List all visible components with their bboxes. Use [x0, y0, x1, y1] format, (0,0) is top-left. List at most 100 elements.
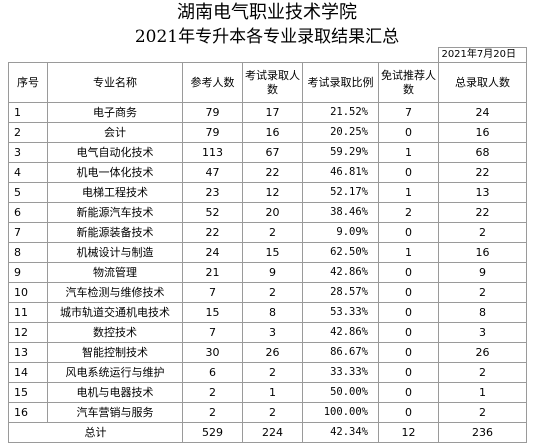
table-row: 9 物流管理 21 9 42.86% 0 9 [8, 262, 527, 283]
admission-table: 2021年7月20日 序号 专业名称 参考人数 考试录取人数 考试录取比例 免试… [8, 47, 527, 443]
row-applicants: 6 [182, 362, 243, 383]
header-total: 总录取人数 [438, 62, 527, 103]
row-exam-ratio: 42.86% [302, 322, 379, 343]
row-total: 2 [438, 402, 527, 423]
row-exam-admitted: 2 [242, 362, 303, 383]
table-row: 5 电梯工程技术 23 12 52.17% 1 13 [8, 182, 527, 203]
header-exempt: 免试推荐人数 [378, 62, 439, 103]
row-total: 22 [438, 202, 527, 223]
row-index: 8 [8, 242, 48, 263]
row-applicants: 79 [182, 102, 243, 123]
total-total: 236 [438, 422, 527, 443]
row-major: 汽车营销与服务 [47, 402, 183, 423]
total-label: 总计 [8, 422, 183, 443]
row-exam-admitted: 8 [242, 302, 303, 323]
row-total: 1 [438, 382, 527, 403]
row-total: 24 [438, 102, 527, 123]
row-total: 16 [438, 122, 527, 143]
row-exam-admitted: 17 [242, 102, 303, 123]
row-exam-admitted: 67 [242, 142, 303, 163]
row-applicants: 30 [182, 342, 243, 363]
row-index: 4 [8, 162, 48, 183]
row-exam-ratio: 100.00% [302, 402, 379, 423]
row-major: 机电一体化技术 [47, 162, 183, 183]
row-exam-ratio: 59.29% [302, 142, 379, 163]
row-exempt: 1 [378, 242, 439, 263]
row-exempt: 7 [378, 102, 439, 123]
row-exempt: 0 [378, 162, 439, 183]
date-row: 2021年7月20日 [8, 47, 527, 63]
table-row: 2 会计 79 16 20.25% 0 16 [8, 122, 527, 143]
table-row: 7 新能源装备技术 22 2 9.09% 0 2 [8, 222, 527, 243]
row-applicants: 7 [182, 282, 243, 303]
row-exam-admitted: 3 [242, 322, 303, 343]
row-exempt: 1 [378, 182, 439, 203]
table-row: 6 新能源汽车技术 52 20 38.46% 2 22 [8, 202, 527, 223]
row-exam-ratio: 20.25% [302, 122, 379, 143]
row-major: 数控技术 [47, 322, 183, 343]
row-applicants: 23 [182, 182, 243, 203]
row-exam-ratio: 52.17% [302, 182, 379, 203]
row-exam-ratio: 33.33% [302, 362, 379, 383]
row-major: 汽车检测与维修技术 [47, 282, 183, 303]
document-title: 湖南电气职业技术学院 [177, 2, 357, 23]
table-row: 13 智能控制技术 30 26 86.67% 0 26 [8, 342, 527, 363]
row-index: 16 [8, 402, 48, 423]
row-index: 2 [8, 122, 48, 143]
row-index: 12 [8, 322, 48, 343]
blank-cell [8, 47, 439, 63]
row-major: 电子商务 [47, 102, 183, 123]
report-date: 2021年7月20日 [438, 47, 527, 63]
row-major: 机械设计与制造 [47, 242, 183, 263]
row-exempt: 0 [378, 322, 439, 343]
row-total: 22 [438, 162, 527, 183]
row-exempt: 0 [378, 262, 439, 283]
row-exempt: 0 [378, 402, 439, 423]
table-row: 10 汽车检测与维修技术 7 2 28.57% 0 2 [8, 282, 527, 303]
row-applicants: 47 [182, 162, 243, 183]
row-major: 新能源汽车技术 [47, 202, 183, 223]
row-index: 14 [8, 362, 48, 383]
row-exam-admitted: 20 [242, 202, 303, 223]
total-exempt: 12 [378, 422, 439, 443]
row-applicants: 2 [182, 402, 243, 423]
header-exam-ratio: 考试录取比例 [302, 62, 379, 103]
row-major: 物流管理 [47, 262, 183, 283]
row-total: 9 [438, 262, 527, 283]
table-row: 15 电机与电器技术 2 1 50.00% 0 1 [8, 382, 527, 403]
table-row: 11 城市轨道交通机电技术 15 8 53.33% 0 8 [8, 302, 527, 323]
row-exempt: 0 [378, 382, 439, 403]
header-exam-admitted: 考试录取人数 [242, 62, 303, 103]
row-index: 15 [8, 382, 48, 403]
row-major: 智能控制技术 [47, 342, 183, 363]
row-total: 8 [438, 302, 527, 323]
row-applicants: 2 [182, 382, 243, 403]
row-major: 城市轨道交通机电技术 [47, 302, 183, 323]
row-major: 电机与电器技术 [47, 382, 183, 403]
row-index: 7 [8, 222, 48, 243]
row-exam-ratio: 46.81% [302, 162, 379, 183]
row-applicants: 15 [182, 302, 243, 323]
header-idx: 序号 [8, 62, 48, 103]
row-exam-admitted: 15 [242, 242, 303, 263]
row-index: 5 [8, 182, 48, 203]
row-major: 新能源装备技术 [47, 222, 183, 243]
total-exam-ratio: 42.34% [302, 422, 379, 443]
row-total: 2 [438, 282, 527, 303]
row-applicants: 7 [182, 322, 243, 343]
row-exam-admitted: 2 [242, 222, 303, 243]
total-exam-admitted: 224 [242, 422, 303, 443]
row-total: 68 [438, 142, 527, 163]
header-row: 序号 专业名称 参考人数 考试录取人数 考试录取比例 免试推荐人数 总录取人数 [8, 62, 527, 103]
row-exam-ratio: 28.57% [302, 282, 379, 303]
row-applicants: 113 [182, 142, 243, 163]
row-exam-admitted: 2 [242, 402, 303, 423]
total-applicants: 529 [182, 422, 243, 443]
row-exempt: 2 [378, 202, 439, 223]
row-exam-ratio: 86.67% [302, 342, 379, 363]
row-major: 电气自动化技术 [47, 142, 183, 163]
table-row: 16 汽车营销与服务 2 2 100.00% 0 2 [8, 402, 527, 423]
row-exam-ratio: 9.09% [302, 222, 379, 243]
document-subtitle: 2021年专升本各专业录取结果汇总 [134, 27, 400, 47]
